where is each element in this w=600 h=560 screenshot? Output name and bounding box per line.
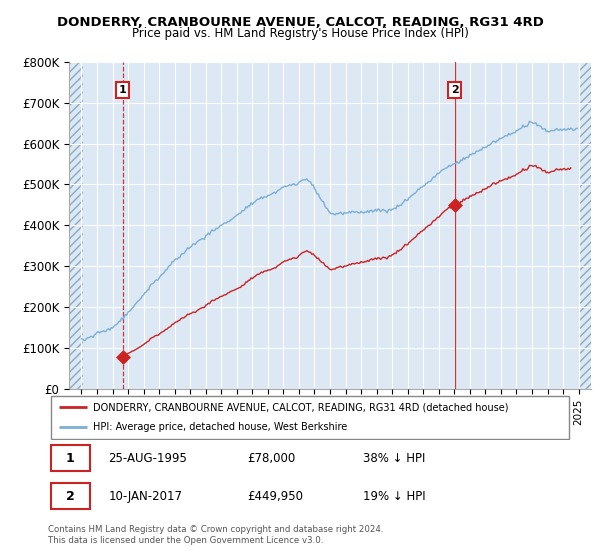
- FancyBboxPatch shape: [50, 445, 90, 471]
- Text: £449,950: £449,950: [248, 489, 304, 502]
- Text: HPI: Average price, detached house, West Berkshire: HPI: Average price, detached house, West…: [92, 422, 347, 432]
- Text: 25-AUG-1995: 25-AUG-1995: [109, 452, 187, 465]
- FancyBboxPatch shape: [50, 396, 569, 438]
- Text: 10-JAN-2017: 10-JAN-2017: [109, 489, 182, 502]
- Text: 38% ↓ HPI: 38% ↓ HPI: [363, 452, 425, 465]
- Text: 2: 2: [451, 85, 458, 95]
- Bar: [69, 62, 83, 389]
- Text: Price paid vs. HM Land Registry's House Price Index (HPI): Price paid vs. HM Land Registry's House …: [131, 27, 469, 40]
- Text: DONDERRY, CRANBOURNE AVENUE, CALCOT, READING, RG31 4RD (detached house): DONDERRY, CRANBOURNE AVENUE, CALCOT, REA…: [92, 402, 508, 412]
- Text: 1: 1: [119, 85, 127, 95]
- FancyBboxPatch shape: [50, 483, 90, 509]
- Bar: [578, 62, 594, 389]
- Text: DONDERRY, CRANBOURNE AVENUE, CALCOT, READING, RG31 4RD: DONDERRY, CRANBOURNE AVENUE, CALCOT, REA…: [56, 16, 544, 29]
- Text: 1: 1: [65, 452, 74, 465]
- Text: 2: 2: [65, 489, 74, 502]
- Text: £78,000: £78,000: [248, 452, 296, 465]
- Text: Contains HM Land Registry data © Crown copyright and database right 2024.
This d: Contains HM Land Registry data © Crown c…: [48, 525, 383, 545]
- Text: 19% ↓ HPI: 19% ↓ HPI: [363, 489, 425, 502]
